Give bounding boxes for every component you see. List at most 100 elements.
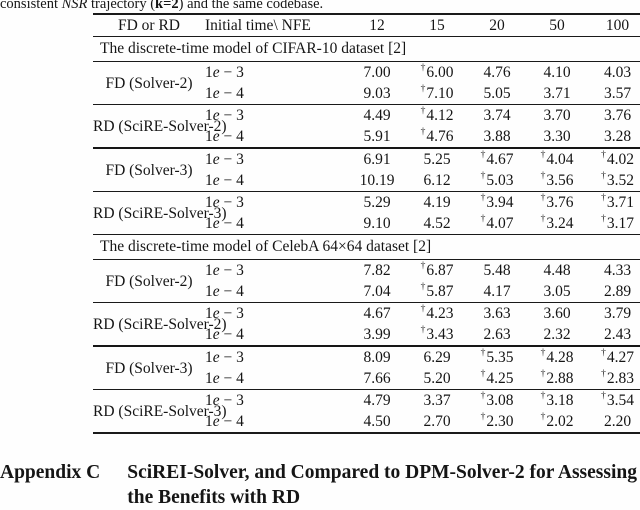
col-header-nfe-12: 12 [347, 14, 407, 37]
fid-value-cell: 3.60 [527, 302, 587, 324]
dagger-mark: † [420, 324, 426, 335]
caption-fragment-3: ) and the same codebase. [178, 0, 324, 12]
col-header-nfe-15: 15 [407, 14, 467, 37]
fid-value-cell: †3.08 [467, 389, 527, 411]
fid-value-cell: 5.20 [423, 370, 451, 387]
fid-value-cell: †3.76 [527, 191, 587, 213]
fid-value-cell: 2.43 [603, 326, 632, 343]
dagger-mark: † [420, 281, 426, 292]
initial-time-cell: 1e − 4 [205, 326, 244, 343]
fid-value-cell: 4.48 [543, 262, 571, 279]
fid-value-cell: †3.43 [420, 324, 454, 343]
dagger-mark: † [601, 149, 606, 160]
fid-value-cell: 3.71 [543, 85, 571, 102]
dagger-mark: † [540, 347, 546, 358]
fid-value-cell: 4.17 [483, 283, 511, 300]
method-label: RD (SciRE-Solver-3) [93, 389, 227, 433]
dagger-mark: † [540, 170, 546, 181]
fid-value-cell: †3.56 [540, 170, 574, 189]
initial-time-cell: 1e − 3 [205, 147, 347, 170]
caption-text: consistent NSR trajectory (k=2) and the … [0, 0, 323, 12]
method-label: RD (SciRE-Solver-3) [93, 191, 227, 235]
appendix-heading: Appendix C SciREI-Solver, and Compared t… [0, 460, 637, 510]
fid-value-cell: †4.04 [527, 147, 587, 170]
fid-value-cell: 5.91 [363, 128, 391, 145]
dagger-mark: † [420, 105, 426, 116]
initial-time-cell: 1e − 3 [205, 262, 244, 279]
table-row: FD (Solver-2) 1e − 3 7.82 †6.87 5.48 4.48 4.33 [93, 260, 640, 289]
caption-fragment-2: trajectory ( [87, 0, 156, 12]
caption-k-bold: k=2 [155, 0, 179, 12]
fid-value-cell: 9.10 [363, 215, 391, 232]
fid-value-cell: 6.91 [347, 147, 407, 170]
table-row: FD (Solver-3) 1e − 3 6.91 5.25 †4.67 †4.04 †4.… [93, 147, 640, 192]
dagger-mark: † [540, 213, 546, 224]
caption-nsr-italic: NSR [61, 0, 88, 12]
fid-value-cell: 4.03 [603, 64, 632, 81]
fid-value-cell: 4.49 [347, 104, 407, 126]
dagger-mark: † [601, 192, 606, 203]
fid-value-cell: 4.19 [407, 191, 467, 213]
fid-value-cell: 3.76 [587, 104, 640, 126]
fid-value-cell: 6.29 [407, 345, 467, 368]
dagger-mark: † [601, 170, 606, 181]
dagger-mark: † [480, 192, 486, 203]
dagger-mark: † [480, 213, 486, 224]
fid-value-cell: 2.32 [543, 326, 571, 343]
method-label: FD (Solver-3) [93, 345, 205, 390]
dagger-mark: † [480, 390, 486, 401]
dagger-mark: † [420, 83, 426, 94]
fid-value-cell: †4.02 [587, 147, 640, 170]
fid-value-cell: †4.28 [527, 345, 587, 368]
dagger-mark: † [480, 368, 486, 379]
table-row: 1e − 4 7.66 5.20 †4.25 †2.88 †2.83 [93, 368, 640, 390]
dataset-section-title: The discrete-time model of CIFAR-10 data… [93, 36, 640, 62]
dagger-mark: † [480, 411, 486, 422]
table-header-row: FD or RD Initial time\ NFE 12 15 20 50 1… [93, 14, 640, 37]
method-label: RD (SciRE-Solver-2) [93, 302, 227, 346]
dagger-mark: † [420, 260, 426, 271]
initial-time-cell: 1e − 3 [205, 345, 347, 368]
fid-value-cell: 4.76 [483, 64, 511, 81]
dagger-mark: † [601, 390, 606, 401]
fid-value-cell: 7.66 [363, 370, 391, 387]
fid-value-cell: †4.07 [480, 213, 514, 232]
fid-value-cell: 3.63 [467, 302, 527, 324]
dataset-section-row: The discrete-time model of CelebA 64×64 … [93, 234, 640, 260]
dagger-mark: † [420, 303, 426, 314]
table-row: RD (SciRE-Solver-2) 1e − 3 4.49 †4.12 3.74 3.… [93, 104, 640, 148]
initial-time-cell: 1e − 3 [205, 191, 347, 213]
dagger-mark: † [480, 170, 486, 181]
fid-value-cell: †5.03 [480, 170, 514, 189]
fid-value-cell: 2.20 [603, 413, 632, 430]
table-row: RD (SciRE-Solver-2) 1e − 3 4.67 †4.23 3.63 3.… [93, 302, 640, 346]
fid-value-cell: †3.71 [587, 191, 640, 213]
dagger-mark: † [601, 347, 606, 358]
fid-value-cell: 8.09 [347, 345, 407, 368]
fid-value-cell: †6.87 [420, 260, 454, 279]
dagger-mark: † [540, 411, 546, 422]
fid-value-cell: 3.30 [543, 128, 571, 145]
appendix-label: Appendix C [0, 462, 101, 483]
fid-value-cell: 4.79 [347, 389, 407, 411]
table-row: FD (Solver-3) 1e − 3 8.09 6.29 †5.35 †4.28 †4.… [93, 345, 640, 390]
fid-value-cell: †4.76 [420, 126, 454, 145]
dagger-mark: † [540, 368, 546, 379]
fid-value-cell: 5.05 [483, 85, 511, 102]
col-header-nfe-50: 50 [527, 14, 587, 37]
initial-time-cell: 1e − 4 [205, 215, 244, 232]
dataset-section-row: The discrete-time model of CIFAR-10 data… [93, 36, 640, 62]
fid-value-cell: 4.67 [347, 302, 407, 324]
col-header-nfe-20: 20 [467, 14, 527, 37]
fid-value-cell: 3.37 [407, 389, 467, 411]
table-row: 1e − 4 9.10 4.52 †4.07 †3.24 †3.17 [93, 213, 640, 235]
col-header-initial-time-nfe: Initial time\ NFE [205, 14, 347, 37]
fid-value-cell: †7.10 [420, 83, 454, 102]
fid-value-cell: 5.25 [407, 147, 467, 170]
dagger-mark: † [420, 126, 426, 137]
fid-value-cell: 3.28 [603, 128, 632, 145]
method-label: FD (Solver-2) [105, 74, 193, 92]
fid-value-cell: 5.29 [347, 191, 407, 213]
fid-value-cell: 6.12 [423, 172, 451, 189]
fid-value-cell: 3.79 [587, 302, 640, 324]
